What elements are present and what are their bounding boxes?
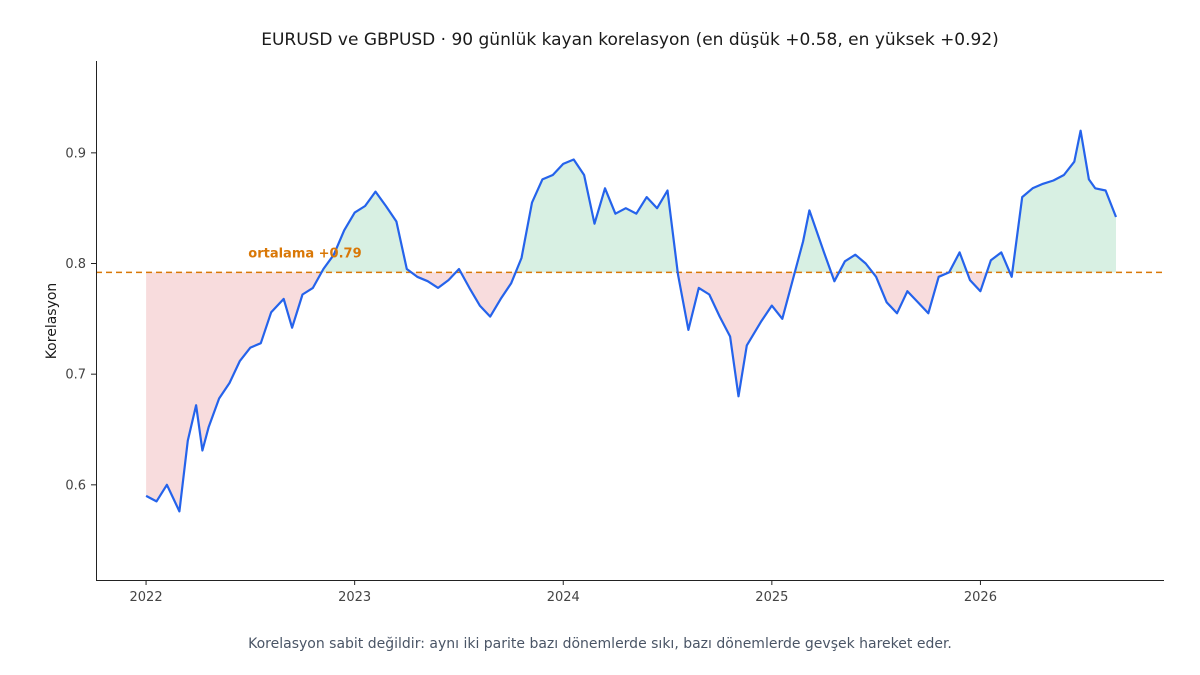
fill-region-above-mean [986, 252, 1010, 273]
fill-region-above-mean [839, 254, 873, 273]
x-tick-label: 2024 [547, 590, 580, 605]
fill-region-below-mean [146, 272, 322, 512]
y-tick-label: 0.6 [65, 478, 86, 493]
fill-region-above-mean [1012, 130, 1116, 273]
fill-region-below-mean [872, 272, 950, 314]
fill-region-above-mean [949, 252, 968, 273]
chart-title: EURUSD ve GBPUSD · 90 günlük kayan korel… [261, 30, 999, 50]
series-line [145, 129, 1118, 513]
x-tick-label: 2026 [964, 590, 997, 605]
x-tick-label: 2025 [755, 590, 788, 605]
fill-region-below-mean [411, 272, 456, 288]
y-tick-label: 0.7 [65, 368, 86, 383]
chart-caption: Korelasyon sabit değildir: aynı iki pari… [248, 636, 952, 652]
y-axis-label: Korelasyon [44, 283, 60, 360]
fill-region-below-mean [460, 272, 516, 317]
fill-region-below-mean [677, 272, 795, 397]
fill-region-above-mean [515, 159, 678, 273]
fill-region-above-mean [794, 210, 832, 273]
y-axis-ticks: 0.6 0.7 0.8 0.9 [65, 146, 96, 493]
x-tick-label: 2022 [130, 590, 163, 605]
y-tick-label: 0.9 [65, 146, 86, 161]
x-axis-ticks: 2022 2023 2024 2025 2026 [130, 580, 997, 605]
x-tick-label: 2023 [338, 590, 371, 605]
mean-label: ortalama +0.79 [248, 246, 361, 261]
y-tick-label: 0.8 [65, 257, 86, 272]
fill-layer [146, 130, 1116, 512]
